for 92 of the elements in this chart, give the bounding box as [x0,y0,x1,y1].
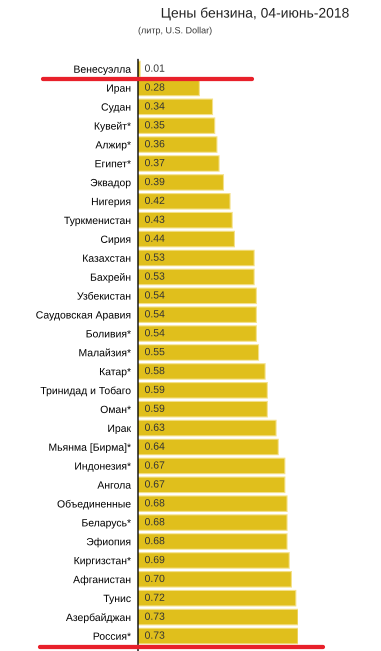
data-label: 0.44 [144,234,165,242]
bar [138,117,216,134]
y-tick-label: Ирак [108,424,132,434]
bar [138,192,231,210]
y-tick-label: Россия* [94,632,131,640]
bar [138,155,220,172]
data-label: 0.54 [144,329,165,336]
y-tick-label: Тринидад и Тобаго [40,386,131,396]
data-label: 0.70 [144,574,164,582]
y-tick-label: Египет* [95,160,131,168]
y-tick-label: Бахрейн [90,273,130,283]
y-tick-label: Саудовская Аравия [36,311,130,321]
data-label: 0.55 [144,348,164,356]
bar [138,230,235,248]
y-tick-label: Судан [102,103,130,113]
y-tick-label: Азербайджан [66,613,130,624]
bar [138,476,286,494]
y-tick-label: Нигерия [92,198,130,208]
data-label: 0.67 [144,461,164,469]
bar [138,268,255,286]
data-label: 0.54 [144,291,165,299]
bar [138,174,224,191]
data-label: 0.68 [144,518,164,526]
y-tick-label: Индонезия* [75,462,131,472]
bar [138,382,268,399]
bar [138,533,288,550]
y-tick-label: Алжир* [95,141,131,151]
y-tick-label: Оман* [100,406,131,414]
y-tick-label: Узбекистан [77,292,130,300]
y-tick-label: Афганистан [73,576,130,586]
data-label: 0.36 [144,140,164,148]
data-label: 0.35 [144,121,164,128]
y-tick-label: Туркменистан [64,216,130,226]
bar [138,400,268,418]
data-label: 0.42 [144,196,164,204]
y-tick-label: Казахстан [83,254,130,262]
y-tick-label: Катар* [100,368,131,378]
data-label: 0.68 [144,536,164,544]
data-label: 0.59 [144,386,164,394]
data-label: 0.69 [144,556,164,564]
bar [138,363,266,380]
chart-title: Цены бензина, 04-июнь-2018 [162,7,349,20]
data-label: 0.01 [144,64,164,72]
data-label: 0.73 [144,612,164,620]
bar [138,250,255,266]
data-label: 0.39 [144,178,164,186]
data-label: 0.34 [144,102,165,110]
y-tick-label: Беларусь* [82,519,131,529]
data-label: 0.67 [144,480,164,488]
data-label: 0.58 [144,366,164,374]
bar [138,495,288,512]
bar [138,438,279,456]
y-tick-label: Мьянма [Бирма]* [49,443,131,453]
y-tick-label: Боливия* [86,330,131,338]
data-label: 0.53 [144,253,164,261]
bar [138,608,298,626]
data-label: 0.59 [144,404,164,412]
data-label: 0.68 [144,499,164,506]
y-tick-label: Иран [107,84,130,94]
bar [138,325,257,342]
data-label: 0.54 [144,310,165,318]
bar [138,570,292,588]
y-tick-label: Киргизстан* [74,557,131,566]
bar [138,98,214,116]
data-label: 0.43 [144,216,164,223]
y-tick-label: Кувейт* [94,122,131,132]
bar [138,344,260,361]
data-label: 0.73 [144,631,164,639]
bar [138,136,218,153]
bar [138,287,257,304]
y-tick-label: Ангола [97,481,132,489]
data-label: 0.37 [144,158,164,166]
bar [138,552,290,569]
data-label: 0.72 [144,594,164,601]
data-label: 0.53 [144,272,164,280]
bar [138,420,277,436]
y-tick-label: Тунис [104,594,131,604]
bar [138,514,288,531]
y-tick-label: Объединенные [58,500,131,510]
data-label: 0.28 [144,83,164,91]
y-tick-label: Эквадор [90,178,131,188]
bar [138,590,296,607]
y-tick-label: Венесуэлла [74,66,132,75]
data-label: 0.63 [144,424,164,431]
bar [138,306,257,324]
bar [138,458,286,474]
data-label: 0.64 [144,442,165,450]
y-tick-label: Сирия [100,236,130,246]
y-tick-label: Эфиопия [86,538,130,548]
chart-subtitle: (литр, U.S. Dollar) [138,26,212,36]
y-tick-label: Малайзия* [79,348,131,356]
bar [138,212,233,229]
